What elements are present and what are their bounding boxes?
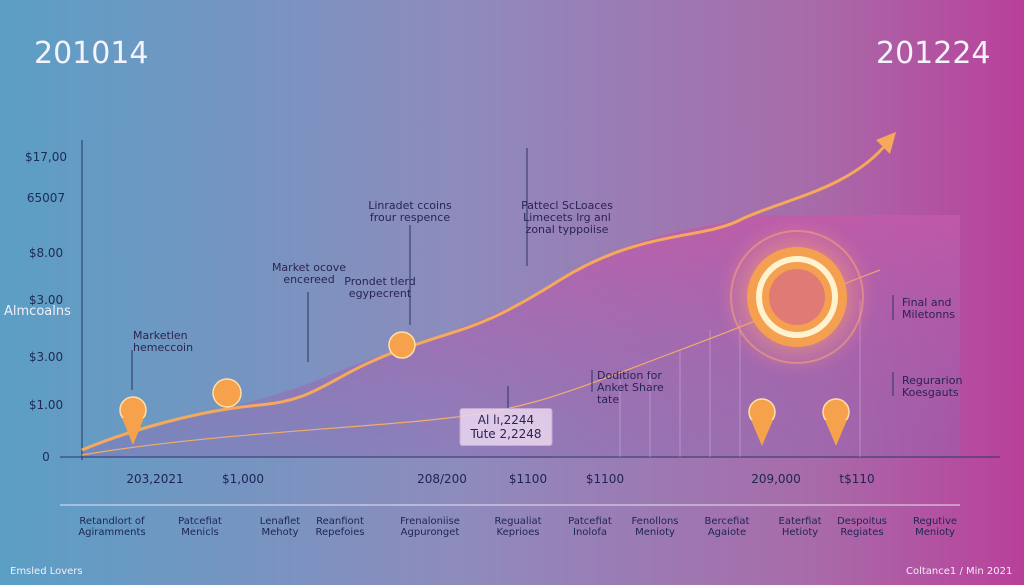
annotation-line: Market ocove xyxy=(271,261,347,274)
footer-right: Coltance1 / Min 2021 xyxy=(906,566,1013,577)
y-label: 0 xyxy=(42,450,50,464)
x-category-line: Eaterfiat xyxy=(778,516,822,527)
annotation: Prondet tlerd egypecrent xyxy=(344,276,415,300)
x-category-line: Repefoies xyxy=(315,527,365,538)
x-category-line: Hetioty xyxy=(781,527,819,538)
x-category-line: Keprioes xyxy=(496,527,540,538)
x-category-line: Patcefiat xyxy=(568,516,612,527)
callout-box-line: Tute 2,2248 xyxy=(470,427,542,441)
annotation: Dodition for Anket Share tate xyxy=(597,370,664,406)
x-category: Patcefiat Inolofa xyxy=(568,516,612,538)
x-category: Fenollons Menioty xyxy=(631,516,678,538)
x-category-line: Retandlort of xyxy=(79,516,145,527)
annotation-line: Miletonns xyxy=(902,308,956,321)
y-label: 65007 xyxy=(26,191,66,205)
annotation-line: Regurarion xyxy=(902,374,963,387)
annotation-line: Koesgauts xyxy=(902,386,959,399)
annotation-line: Limecets lrg anl xyxy=(523,211,611,224)
x-category-line: Mehoty xyxy=(261,527,299,538)
annotation-line: Dodition for xyxy=(597,369,662,382)
y-axis-title: Almcoalns xyxy=(4,304,71,319)
x-category-line: Patcefiat xyxy=(178,516,222,527)
x-category-line: Menioty xyxy=(635,527,675,538)
y-label: $1.00 xyxy=(28,398,64,412)
right-year: 201224 xyxy=(876,36,991,71)
annotation-line: Marketlen xyxy=(133,329,188,342)
x-category-line: Menioty xyxy=(915,527,955,538)
x-category-line: Bercefiat xyxy=(704,516,750,527)
x-category-line: Fenollons xyxy=(631,516,679,527)
annotation-line: frour respence xyxy=(369,211,451,224)
x-category: Regutive Menioty xyxy=(913,516,957,538)
annotation-line: Final and xyxy=(902,296,952,309)
annotation: Final and Miletonns xyxy=(902,297,955,321)
x-label: t$110 xyxy=(839,472,875,486)
x-label: 209,000 xyxy=(751,472,801,486)
annotation-line: hemeccoin xyxy=(133,341,194,354)
y-label: $3.00 xyxy=(28,293,64,307)
annotation: Pattecl ScLoaces Limecets lrg anl zonal ty… xyxy=(521,200,613,236)
x-category-line: Regualiat xyxy=(494,516,542,527)
callout-box: Al lı,2244 Tute 2,2248 xyxy=(459,408,553,446)
y-label: $8.00 xyxy=(28,246,64,260)
x-category: Retandlort of Agiramments xyxy=(78,516,145,538)
annotation-line: Pattecl ScLoaces xyxy=(521,199,613,212)
x-category: Bercefiat Agaiote xyxy=(705,516,750,538)
x-category-line: Reanfiont xyxy=(316,516,364,527)
x-label: $1100 xyxy=(508,472,548,486)
annotation: Regurarion Koesgauts xyxy=(902,375,962,399)
x-category: Regualiat Keprioes xyxy=(494,516,541,538)
x-category-line: Agpuronget xyxy=(400,527,460,538)
x-category-line: Despoitus xyxy=(837,516,887,527)
annotation-line: Prondet tlerd xyxy=(344,275,416,288)
x-category-line: Menicls xyxy=(181,527,219,538)
x-category-line: Agaiote xyxy=(707,527,747,538)
x-category: Reanfiont Repefoies xyxy=(316,516,365,538)
annotation-line: Anket Share xyxy=(597,381,664,394)
annotation: Market ocove encereed xyxy=(272,262,346,286)
x-category-line: Frenaloniise xyxy=(400,516,460,527)
x-label: 208/200 xyxy=(417,472,467,486)
x-label: $1,000 xyxy=(222,472,264,486)
x-category: Frenaloniise Agpuronget xyxy=(400,516,460,538)
annotation-line: zonal typpoiise xyxy=(525,223,609,236)
x-category-line: Regutive xyxy=(912,516,958,527)
annotation-line: egypecrent xyxy=(348,287,412,300)
left-year: 201014 xyxy=(34,36,149,71)
x-category: Patcefiat Menicls xyxy=(178,516,222,538)
footer-left: Emsled Lovers xyxy=(10,566,83,577)
annotation: Linradet ccoins frour respence xyxy=(368,200,452,224)
annotation-line: tate xyxy=(597,393,620,406)
y-label: $17,00 xyxy=(25,150,67,164)
x-category: Lenaflet Mehoty xyxy=(260,516,300,538)
annotation: Marketlen hemeccoin xyxy=(133,330,193,354)
y-label: $3.00 xyxy=(28,350,64,364)
x-category-line: Lenaflet xyxy=(259,516,301,527)
callout-box-line: Al lı,2244 xyxy=(477,413,535,427)
annotation-line: Linradet ccoins xyxy=(368,199,452,212)
x-label: 203,2021 xyxy=(126,472,184,486)
x-category-line: Inolofa xyxy=(573,527,607,538)
x-category-line: Regiates xyxy=(840,527,884,538)
annotation-line: encereed xyxy=(283,273,335,286)
x-category: Despoitus Regiates xyxy=(837,516,887,538)
x-category-line: Agiramments xyxy=(78,527,146,538)
x-category: Eaterfiat Hetioty xyxy=(779,516,822,538)
x-label: $1100 xyxy=(585,472,625,486)
